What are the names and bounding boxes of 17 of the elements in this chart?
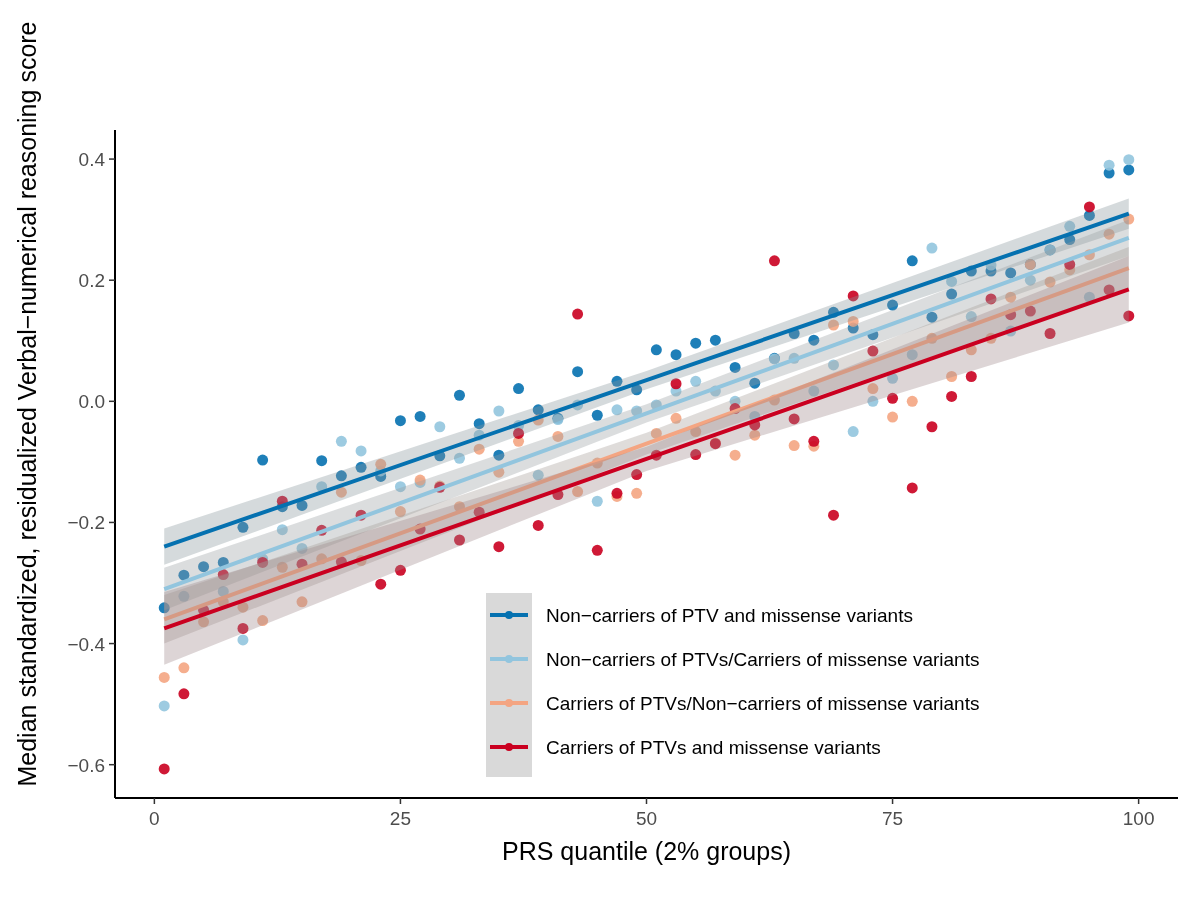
x-tick-label: 0: [149, 808, 160, 829]
y-tick-label: 0.2: [78, 270, 105, 292]
legend-label: Carriers of PTVs and missense variants: [546, 737, 881, 758]
x-tick-label: 50: [635, 808, 658, 829]
legend-label: Carriers of PTVs/Non−carriers of missense variants: [546, 693, 980, 714]
x-axis-title: PRS quantile (2% groups): [501, 837, 792, 865]
y-tick-label: −0.2: [67, 512, 105, 534]
legend-label: Non−carriers of PTVs/Carriers of missense variants: [546, 649, 980, 670]
y-tick-label: 0.4: [78, 149, 106, 171]
y-tick-label: −0.4: [67, 633, 106, 655]
y-tick-label: −0.6: [67, 754, 105, 776]
x-tick-label: 25: [389, 808, 412, 829]
y-axis-title: Median standardized, residualized Verbal−numerical reasoning score: [13, 21, 41, 787]
y-tick-label: 0.0: [78, 391, 105, 413]
legend-label: Non−carriers of PTV and missense variants: [546, 605, 913, 626]
x-tick-label: 100: [1122, 808, 1155, 829]
x-tick-label: 75: [881, 808, 904, 829]
